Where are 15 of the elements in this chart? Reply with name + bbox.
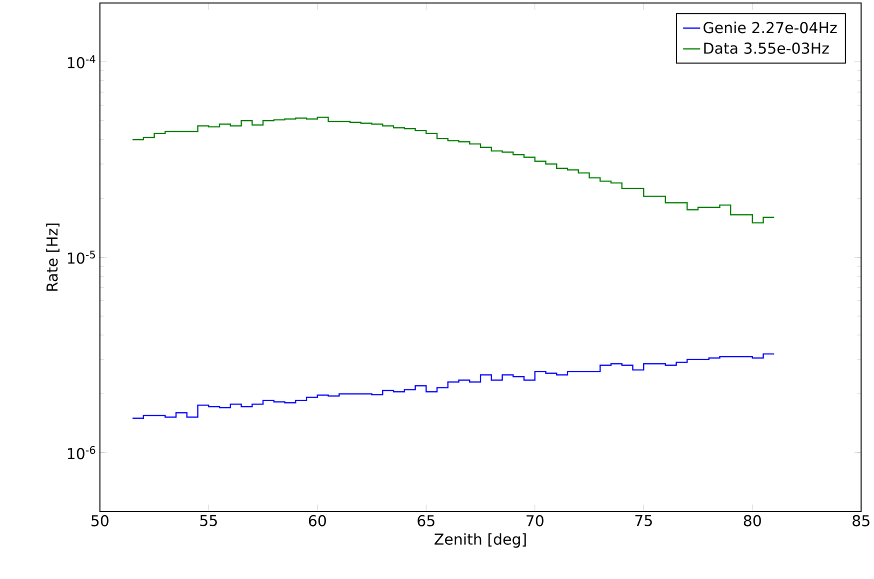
x-tick-label: 55 [200,514,217,526]
y-tick-label: 10$^{-5}$ [68,250,95,264]
y-axis-title: Rate [Hz] [46,223,60,291]
x-tick-label: 65 [418,514,434,526]
x-axis-title: Zenith [deg] [434,533,526,548]
x-tick-label: 50 [92,514,108,526]
x-tick-label: 60 [308,514,326,526]
x-tick-label: 70 [526,514,544,526]
x-tick-label: 80 [744,514,761,526]
y-tick-label: 10$^{-4}$ [68,55,96,68]
x-tick-label: 75 [635,514,652,526]
legend-label: Data 3.55e-03Hz [704,42,829,54]
legend-label: Genie 2.27e-04Hz [704,21,837,34]
x-tick-label: 85 [852,514,870,526]
y-tick-label: 10$^{-6}$ [68,446,96,460]
